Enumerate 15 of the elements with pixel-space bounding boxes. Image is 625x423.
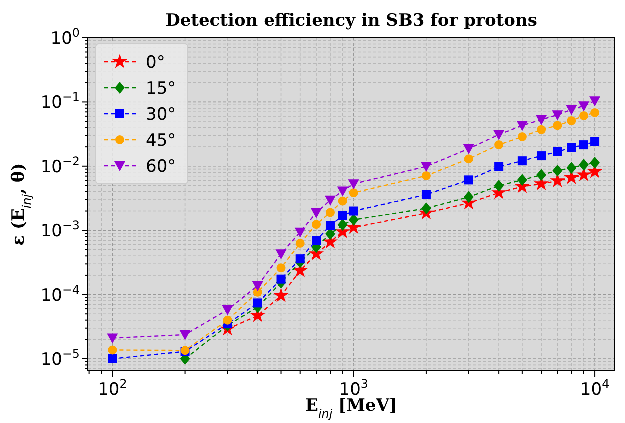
x-tick-label: 10$^{2}$	[98, 377, 128, 400]
y-tick-label: 10$^{−5}$	[40, 346, 80, 370]
legend-label: 30°	[146, 105, 176, 125]
legend-label: 0°	[146, 53, 166, 73]
y-tick-label: 10$^{0}$	[50, 26, 80, 49]
x-tick-label: 10$^{4}$	[580, 377, 610, 400]
legend-label: 45°	[146, 131, 176, 151]
legend-label: 60°	[146, 157, 176, 177]
y-tick-label: 10$^{−4}$	[40, 282, 80, 306]
y-tick-label: 10$^{−3}$	[40, 218, 80, 242]
legend-label: 15°	[146, 79, 176, 99]
x-axis-title: E$_{inj}$ [MeV]	[306, 396, 398, 421]
y-tick-label: 10$^{−1}$	[40, 90, 80, 114]
chart-title: Detection efficiency in SB3 for protons	[166, 11, 538, 31]
y-tick-label: 10$^{−2}$	[40, 154, 80, 178]
